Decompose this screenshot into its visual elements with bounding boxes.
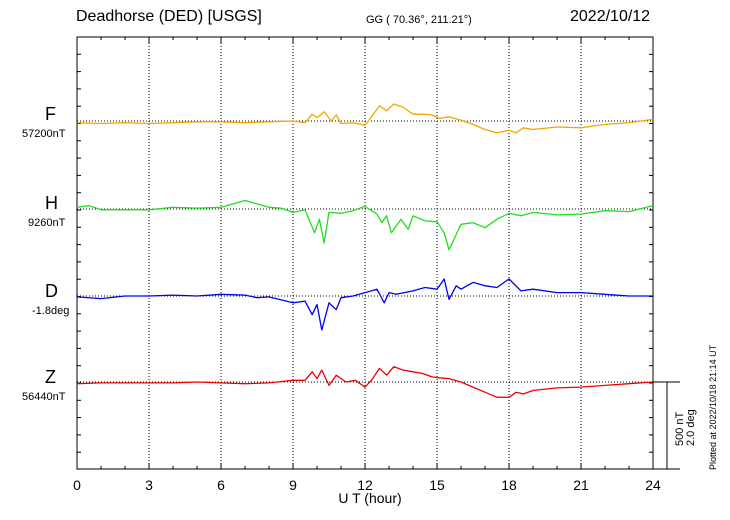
x-tick-label: 9 bbox=[289, 477, 297, 493]
chart-date: 2022/10/12 bbox=[570, 8, 651, 25]
x-tick-label: 6 bbox=[217, 477, 225, 493]
series-label-f: F bbox=[45, 104, 56, 124]
plotted-timestamp: Plotted at 2022/10/18 21:14 UT bbox=[708, 344, 718, 470]
scale-deg-label: 2.0 deg bbox=[685, 409, 697, 446]
series-line-h bbox=[76, 199, 654, 251]
baseline-label-z: 56440nT bbox=[22, 391, 66, 403]
series-line-f bbox=[76, 103, 654, 134]
chart-title: Deadhorse (DED) [USGS] bbox=[76, 8, 262, 25]
series-line-z bbox=[76, 366, 654, 398]
series-line-d bbox=[76, 278, 653, 331]
x-tick-label: 12 bbox=[357, 477, 373, 493]
x-tick-label: 24 bbox=[645, 477, 661, 493]
station-coordinates: GG ( 70.36°, 211.21°) bbox=[366, 14, 472, 26]
x-axis-label: U T (hour) bbox=[338, 490, 402, 506]
x-tick-label: 18 bbox=[501, 477, 517, 493]
x-tick-label: 0 bbox=[73, 477, 81, 493]
baseline-label-f: 57200nT bbox=[22, 128, 66, 140]
x-tick-label: 21 bbox=[573, 477, 589, 493]
baseline-label-h: 9260nT bbox=[28, 217, 66, 229]
baseline-label-d: -1.8deg bbox=[32, 305, 70, 317]
series-label-d: D bbox=[45, 281, 58, 301]
x-tick-label: 3 bbox=[145, 477, 153, 493]
series-label-z: Z bbox=[45, 367, 56, 387]
x-tick-label: 15 bbox=[429, 477, 445, 493]
series-label-h: H bbox=[45, 193, 58, 213]
